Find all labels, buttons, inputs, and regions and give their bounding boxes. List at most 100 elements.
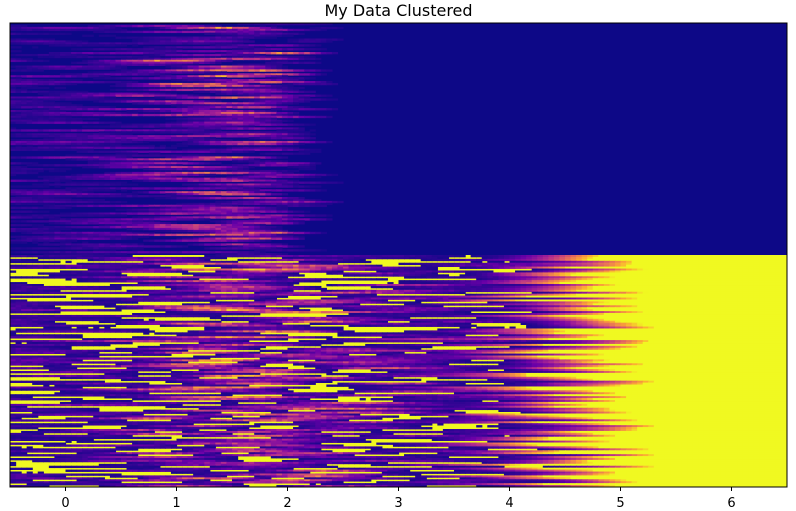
heatmap-cell bbox=[121, 98, 128, 101]
heatmap-cell bbox=[21, 216, 28, 219]
heatmap-cell bbox=[76, 40, 83, 43]
heatmap-cell bbox=[209, 57, 216, 61]
heatmap-cell bbox=[148, 94, 155, 97]
heatmap-cell bbox=[148, 191, 155, 194]
heatmap-cell bbox=[121, 204, 128, 208]
heatmap-cell bbox=[187, 106, 194, 109]
heatmap-cell bbox=[198, 197, 205, 200]
heatmap-cell bbox=[237, 36, 244, 39]
heatmap-cell bbox=[26, 164, 33, 167]
heatmap-cell bbox=[243, 82, 250, 86]
heatmap-cell bbox=[137, 258, 144, 262]
heatmap-cell bbox=[226, 57, 233, 61]
heatmap-cell bbox=[82, 65, 89, 68]
heatmap-cell bbox=[165, 53, 172, 57]
heatmap-cell bbox=[193, 82, 200, 86]
heatmap-cell bbox=[193, 77, 200, 80]
heatmap-cell bbox=[104, 237, 111, 240]
heatmap-row bbox=[10, 46, 266, 49]
heatmap-cell bbox=[148, 146, 155, 150]
heatmap-cell bbox=[237, 96, 244, 99]
heatmap-cell bbox=[193, 96, 200, 99]
heatmap-cell bbox=[243, 142, 250, 146]
heatmap-cell bbox=[281, 245, 289, 248]
heatmap-cell bbox=[304, 94, 311, 97]
heatmap-cell bbox=[237, 65, 244, 68]
heatmap-cell bbox=[315, 204, 322, 208]
heatmap-cell bbox=[48, 102, 55, 105]
heatmap-cell bbox=[98, 52, 105, 55]
heatmap-cell bbox=[109, 92, 117, 95]
heatmap-cell bbox=[98, 177, 105, 180]
heatmap-cell bbox=[159, 88, 166, 92]
heatmap-cell bbox=[265, 32, 272, 35]
heatmap-cell bbox=[98, 75, 105, 78]
heatmap-cell bbox=[121, 84, 128, 88]
heatmap-cell bbox=[287, 61, 294, 64]
heatmap-row bbox=[10, 98, 339, 101]
heatmap-cell bbox=[243, 135, 250, 138]
heatmap-cell bbox=[54, 104, 61, 107]
heatmap-cell bbox=[320, 28, 327, 32]
heatmap-cell bbox=[126, 113, 133, 117]
heatmap-cell bbox=[254, 75, 261, 78]
heatmap-cell bbox=[21, 59, 28, 63]
heatmap-cell bbox=[104, 150, 111, 153]
heatmap-cell bbox=[98, 59, 105, 63]
heatmap-cell bbox=[237, 50, 244, 53]
heatmap-cell bbox=[21, 162, 28, 165]
heatmap-cell bbox=[182, 96, 189, 99]
heatmap-cell bbox=[270, 127, 277, 130]
heatmap-cell bbox=[237, 193, 244, 196]
heatmap-cell bbox=[215, 84, 222, 88]
heatmap-cell bbox=[326, 26, 333, 30]
heatmap-cell bbox=[293, 88, 300, 92]
heatmap-cell bbox=[32, 164, 39, 167]
heatmap-cell bbox=[76, 65, 83, 68]
heatmap-cell bbox=[220, 96, 228, 99]
heatmap-cell bbox=[226, 239, 233, 242]
heatmap-cell bbox=[215, 36, 222, 39]
heatmap-cell bbox=[270, 84, 277, 88]
heatmap-cell bbox=[431, 258, 438, 262]
heatmap-cell bbox=[293, 48, 300, 51]
heatmap-cell bbox=[137, 94, 144, 97]
heatmap-cell bbox=[93, 177, 100, 180]
heatmap-cell bbox=[215, 104, 222, 107]
heatmap-cell bbox=[237, 48, 244, 51]
heatmap-cell bbox=[209, 30, 216, 34]
heatmap-cell bbox=[65, 26, 72, 30]
heatmap-cell bbox=[165, 251, 172, 254]
heatmap-cell bbox=[15, 216, 22, 219]
heatmap-cell bbox=[281, 55, 289, 59]
heatmap-cell bbox=[132, 237, 139, 240]
heatmap-cell bbox=[93, 42, 100, 45]
heatmap-cell bbox=[137, 108, 144, 111]
heatmap-cell bbox=[154, 92, 161, 95]
heatmap-cell bbox=[159, 71, 166, 74]
heatmap-cell bbox=[315, 81, 322, 84]
heatmap-cell bbox=[270, 77, 277, 80]
heatmap-cell bbox=[98, 98, 105, 101]
heatmap-cell bbox=[159, 73, 166, 76]
heatmap-cell bbox=[309, 81, 316, 84]
heatmap-cell bbox=[204, 150, 211, 153]
heatmap-cell bbox=[59, 28, 67, 32]
heatmap-cell bbox=[143, 187, 150, 190]
heatmap-cell bbox=[232, 53, 239, 57]
heatmap-cell bbox=[109, 113, 117, 117]
heatmap-cell bbox=[10, 148, 17, 151]
heatmap-cell bbox=[309, 48, 316, 51]
heatmap-cell bbox=[176, 245, 183, 248]
heatmap-cell bbox=[170, 24, 178, 28]
heatmap-cell bbox=[215, 96, 222, 99]
heatmap-cell bbox=[287, 52, 294, 55]
heatmap-cell bbox=[21, 28, 28, 32]
heatmap-cell bbox=[148, 50, 155, 53]
heatmap-cell bbox=[71, 65, 78, 68]
heatmap-cell bbox=[276, 79, 283, 82]
heatmap-cell bbox=[248, 137, 255, 140]
heatmap-cell bbox=[143, 102, 150, 105]
heatmap-cell bbox=[176, 59, 183, 63]
heatmap-cell bbox=[93, 129, 100, 132]
